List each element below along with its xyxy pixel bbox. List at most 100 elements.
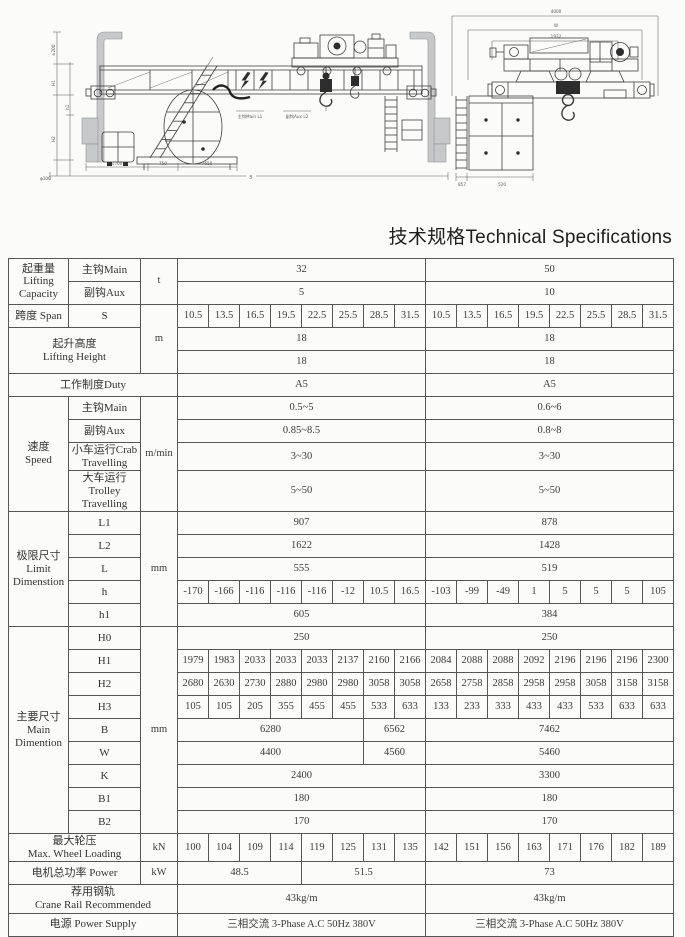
value-cell: 233 [456, 695, 488, 720]
main-girder [99, 65, 423, 95]
row-label-cell: H1 [68, 649, 141, 674]
table-row: 电源 Power Supply 三相交流 3-Phase A.C 50Hz 380… [8, 912, 674, 937]
value-cell: 104 [208, 833, 240, 863]
value-cell: 131 [363, 833, 395, 863]
value-cell: 2980 [332, 672, 364, 697]
unit-cell: mm [140, 511, 178, 628]
value-cell: -116 [239, 580, 271, 605]
dim-label-h1: h1 [65, 104, 70, 110]
value-cell: 2196 [611, 649, 643, 674]
row-label-cell: W [68, 741, 141, 766]
dim-phi100: φ100 [40, 176, 51, 181]
value-cell: 10.5 [177, 304, 209, 328]
table-row: B1 180 180 [9, 787, 674, 812]
high-voltage-icon [240, 72, 251, 90]
value-cell: 5 [177, 281, 426, 305]
value-cell: 119 [301, 833, 333, 863]
row-label-cell: 小车运行Crab Travelling [68, 441, 141, 472]
value-cell: -99 [456, 580, 488, 605]
unit-cell: kN [140, 833, 178, 863]
value-cell: 10.5 [425, 304, 457, 328]
value-cell: 605 [177, 603, 426, 628]
table-row: W 4400 4560 5460 [9, 741, 674, 766]
value-cell: 25.5 [580, 304, 612, 328]
row-label-cell: 跨度 Span [8, 304, 69, 328]
table-row: B 6280 6562 7462 [9, 718, 674, 743]
table-row: h1 605 384 [9, 603, 674, 628]
crane-drawing-svg: ±200 H1 h1 H2 [40, 9, 659, 187]
value-cell: 5 [580, 580, 612, 605]
value-cell: 5 [549, 580, 581, 605]
row-label-cell: L [68, 557, 141, 582]
table-row: h -170 -166 -116 -116 -116 -12 10.5 16.5 -103 -99-… [9, 580, 674, 605]
value-cell: 105 [177, 695, 209, 720]
value-cell: 4560 [363, 741, 426, 766]
value-cell: 633 [394, 695, 426, 720]
festoon-cable [212, 84, 251, 100]
value-cell: -116 [301, 580, 333, 605]
value-cell: 182 [611, 833, 643, 863]
table-row: 荐用钢轨 Crane Rail Recommended 43kg/m 43kg/m [8, 884, 674, 914]
page-title: 技术规格Technical Specifications [388, 227, 672, 248]
value-cell: 1983 [208, 649, 240, 674]
value-cell: 142 [425, 833, 457, 863]
value-cell: A5 [425, 373, 674, 397]
value-cell: -49 [487, 580, 519, 605]
row-label-cell: B2 [68, 810, 141, 835]
row-label-cell: L2 [68, 534, 141, 559]
value-cell: 205 [239, 695, 271, 720]
value-cell: 31.5 [642, 304, 674, 328]
table-row: 副钩Aux 0.85~8.5 0.8~8 [9, 419, 674, 443]
value-cell: -170 [177, 580, 209, 605]
value-cell: 3~30 [177, 441, 426, 472]
value-cell: 2033 [301, 649, 333, 674]
value-cell: 16.5 [487, 304, 519, 328]
value-cell: 3058 [363, 672, 395, 697]
row-label-cell: L1 [68, 511, 141, 536]
table-row: H2 2680 2630 2730 2880 2980 2980 3058 3058 2658 27… [9, 672, 674, 697]
row-label-cell: 起升高度 Lifting Height [8, 327, 141, 374]
value-cell: 2680 [177, 672, 209, 697]
value-cell: 18 [425, 327, 674, 351]
row-label-cell: S [68, 304, 141, 328]
value-cell: 28.5 [611, 304, 643, 328]
value-cell: 6562 [363, 718, 426, 743]
unit-cell: kW [140, 861, 178, 886]
value-cell: 151 [456, 833, 488, 863]
value-cell: 2088 [487, 649, 519, 674]
value-cell: 2033 [239, 649, 271, 674]
trolley-end-view [489, 37, 639, 83]
value-cell: 176 [580, 833, 612, 863]
value-cell: 22.5 [301, 304, 333, 328]
value-cell: 0.5~5 [177, 396, 426, 420]
value-cell: 3158 [642, 672, 674, 697]
value-cell: 907 [177, 511, 426, 536]
table-row: 电机总功率 Power kW 48.5 51.5 73 [8, 861, 674, 886]
value-cell: 189 [642, 833, 674, 863]
row-label-cell: H2 [68, 672, 141, 697]
dim-4000: 4000 [551, 9, 562, 14]
operator-cab [163, 89, 223, 165]
row-label-cell: 主钩Main [68, 258, 141, 282]
value-cell: 4400 [177, 741, 364, 766]
value-cell: 2166 [394, 649, 426, 674]
value-cell: 333 [487, 695, 519, 720]
value-cell: 2958 [518, 672, 550, 697]
value-cell: 31.5 [394, 304, 426, 328]
table-row: 工作制度Duty A5 A5 [8, 373, 674, 397]
value-cell: 1 [518, 580, 550, 605]
table-row: 起重量 Lifting Capacity 主钩Main t 32 50 [8, 258, 674, 305]
side-panel-box [401, 119, 423, 141]
table-row: 副钩Aux 5 10 [9, 281, 674, 305]
value-cell: 0.85~8.5 [177, 419, 426, 443]
value-cell: 135 [394, 833, 426, 863]
hook-block-end-view [554, 67, 582, 121]
value-cell: 5~50 [425, 470, 674, 513]
row-label-cell: 主要尺寸 Main Dimention [8, 626, 69, 835]
value-cell: 633 [611, 695, 643, 720]
cab-dimensions: 857 520 [455, 173, 534, 187]
value-cell: 433 [549, 695, 581, 720]
value-cell: 533 [580, 695, 612, 720]
row-label-cell: 电源 Power Supply [8, 912, 178, 937]
row-label-cell: 极限尺寸 Limit Dimenstion [8, 511, 69, 628]
